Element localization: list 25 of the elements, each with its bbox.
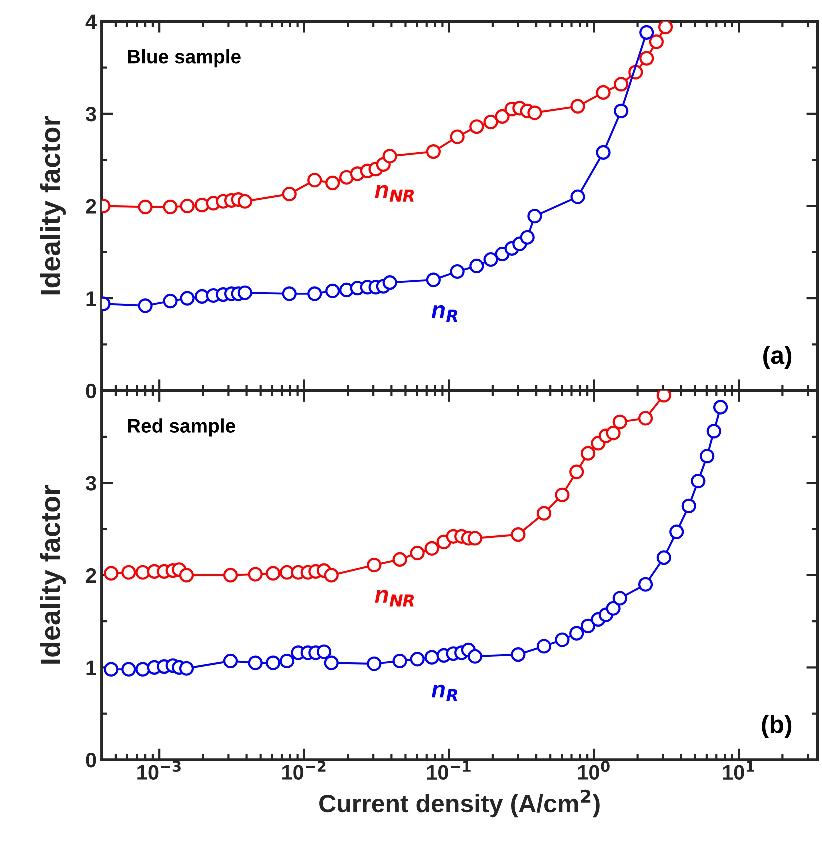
y-tick-label: 4 [86,14,97,30]
y-tick-label: 3 [86,106,96,122]
y-tick-label: 0 [86,753,96,768]
x-tick-label: 10$^{0}$ [578,761,610,780]
x-axis-title: Current density (A/cm$^{2}$) [320,790,600,818]
y-tick-label: 3 [86,476,96,491]
y-axis-title: Ideality factor [40,116,66,295]
x-tick-label: 10$^{−2}$ [282,761,326,780]
y-tick-label: 0 [86,384,96,399]
x-tick-label: 10$^{1}$ [723,761,755,780]
y-tick-label: 2 [86,568,96,583]
series-label: n$_{R}$ [432,305,458,322]
x-tick-label: 10$^{−3}$ [138,761,181,780]
annotation: (b) [762,715,792,738]
annotation: Blue sample [128,50,241,68]
annotation: (a) [764,346,792,370]
series-label: n$_{NR}$ [375,590,414,607]
series-label: n$_{R}$ [432,684,458,702]
series-label: n$_{NR}$ [375,185,414,202]
y-tick-label: 1 [86,292,96,306]
y-tick-label: 1 [86,660,96,676]
y-axis-title: Ideality factor [40,486,66,664]
y-tick-label: 2 [86,199,96,214]
annotation: Red sample [128,418,236,437]
x-tick-label: 10$^{−1}$ [427,761,471,780]
